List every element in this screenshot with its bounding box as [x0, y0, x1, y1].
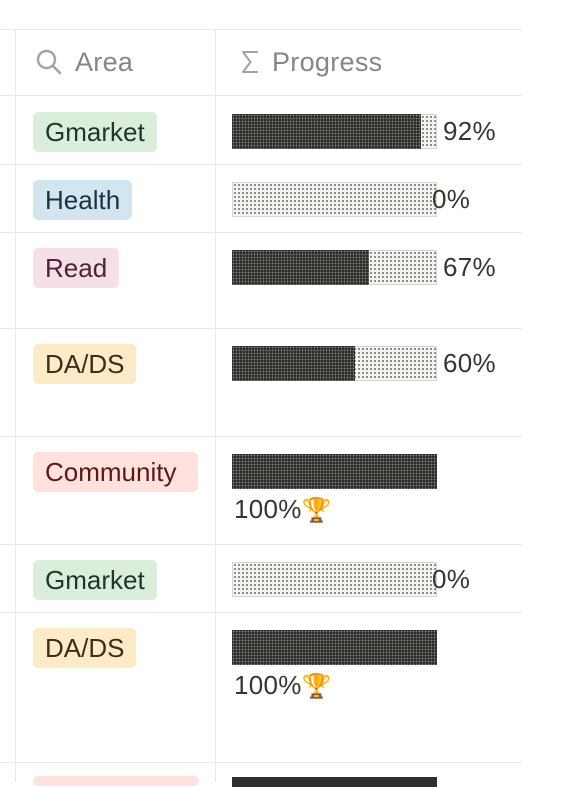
area-tag[interactable] [33, 776, 199, 786]
column-header-area[interactable]: Area [35, 30, 133, 94]
progress-percent: 0% [432, 184, 471, 214]
progress-bar [232, 630, 437, 665]
progress-bar [232, 114, 437, 149]
table-top-border [0, 29, 522, 30]
progress-bar [232, 250, 437, 285]
area-tag[interactable]: Gmarket [33, 560, 157, 600]
row-divider [0, 612, 522, 613]
progress-value: 67% [443, 252, 496, 283]
sigma-icon [240, 49, 260, 75]
progress-fill [232, 346, 355, 381]
progress-value: 0% [432, 564, 470, 595]
progress-percent: 60% [443, 348, 496, 378]
progress-bar [232, 346, 437, 381]
column-divider [215, 30, 216, 782]
row-divider [0, 328, 522, 329]
progress-fill [232, 250, 369, 285]
area-tag[interactable]: Gmarket [33, 112, 157, 152]
trophy-icon: 🏆 [301, 497, 332, 524]
area-tag[interactable]: DA/DS [33, 628, 137, 668]
progress-track [232, 562, 437, 597]
progress-bar [232, 454, 437, 489]
row-divider [0, 436, 522, 437]
progress-percent: 67% [443, 252, 496, 282]
search-icon [35, 48, 63, 76]
column-header-progress-label: Progress [272, 46, 383, 77]
column-header-progress[interactable]: Progress [240, 30, 382, 94]
progress-value: 100%🏆 [234, 494, 332, 525]
progress-fill [232, 454, 437, 489]
progress-percent: 0% [432, 564, 471, 594]
row-divider [0, 164, 522, 165]
trophy-icon: 🏆 [301, 673, 332, 700]
progress-fill [232, 630, 437, 665]
row-divider [0, 232, 522, 233]
progress-value: 100%🏆 [234, 670, 332, 701]
progress-bar [232, 182, 437, 217]
area-tag[interactable]: DA/DS [33, 344, 137, 384]
header-divider [0, 95, 522, 96]
column-header-area-label: Area [75, 46, 134, 77]
row-divider [0, 762, 522, 763]
progress-fill [232, 114, 421, 149]
progress-bar [232, 562, 437, 597]
progress-bar [232, 777, 437, 787]
area-tag[interactable]: Read [33, 248, 120, 288]
area-tag[interactable]: Community [33, 452, 198, 492]
progress-value: 60% [443, 348, 496, 379]
area-tag[interactable]: Health [33, 180, 133, 220]
row-divider [0, 544, 522, 545]
column-divider [15, 30, 16, 782]
progress-percent: 100% [234, 670, 302, 700]
progress-track [232, 182, 437, 217]
progress-value: 92% [443, 116, 496, 147]
progress-percent: 100% [234, 494, 302, 524]
progress-percent: 92% [443, 116, 496, 146]
progress-value: 0% [432, 184, 470, 215]
